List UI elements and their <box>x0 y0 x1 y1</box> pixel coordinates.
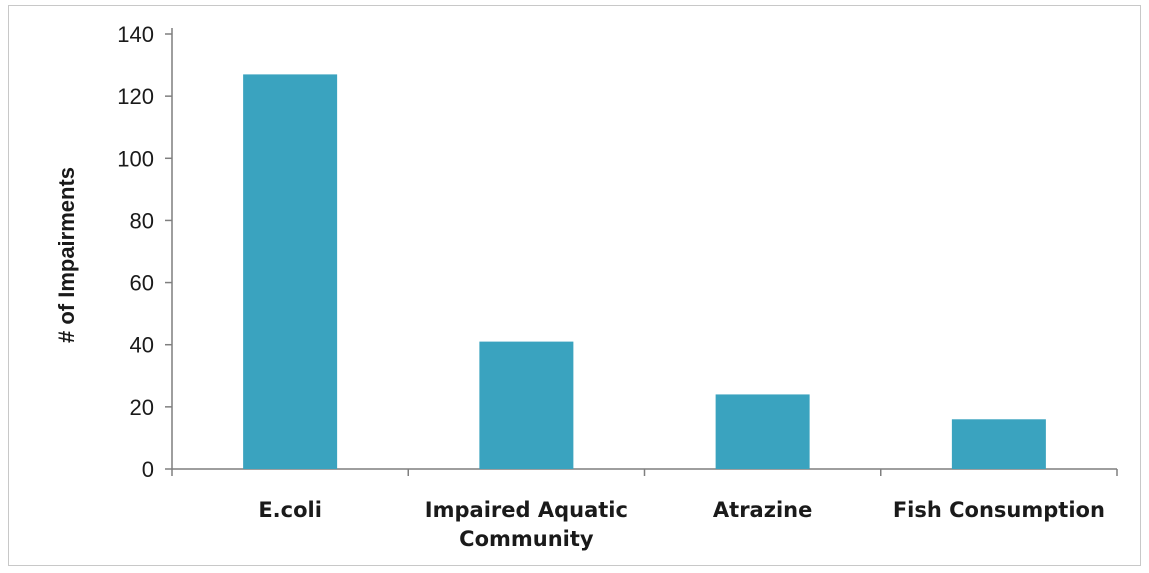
bar <box>951 419 1046 469</box>
bar <box>479 341 574 469</box>
x-category-label: Impaired Aquatic Community <box>425 498 628 551</box>
x-category-label: E.coli <box>258 498 322 522</box>
y-tick-label: 40 <box>130 333 154 358</box>
bar <box>243 74 338 470</box>
y-tick-label: 140 <box>117 22 154 47</box>
x-category-label: Fish Consumption <box>893 498 1105 522</box>
y-tick-label: 0 <box>142 457 154 482</box>
y-axis-title: # of Impairments <box>54 167 79 343</box>
x-category-label: Atrazine <box>713 498 812 522</box>
y-tick-label: 120 <box>117 84 154 109</box>
y-tick-label: 100 <box>117 146 154 171</box>
chart-frame <box>8 5 1141 566</box>
y-tick-label: 20 <box>130 395 154 420</box>
x-category-labels: E.coli Impaired Aquatic Community Atrazine F… <box>258 498 1105 551</box>
y-tick-label: 80 <box>130 208 154 233</box>
bar <box>715 394 810 469</box>
bars <box>243 74 1046 470</box>
y-tick-label: 60 <box>130 271 154 296</box>
y-ticks: 0 20 40 60 80 100 120 140 <box>117 22 172 482</box>
